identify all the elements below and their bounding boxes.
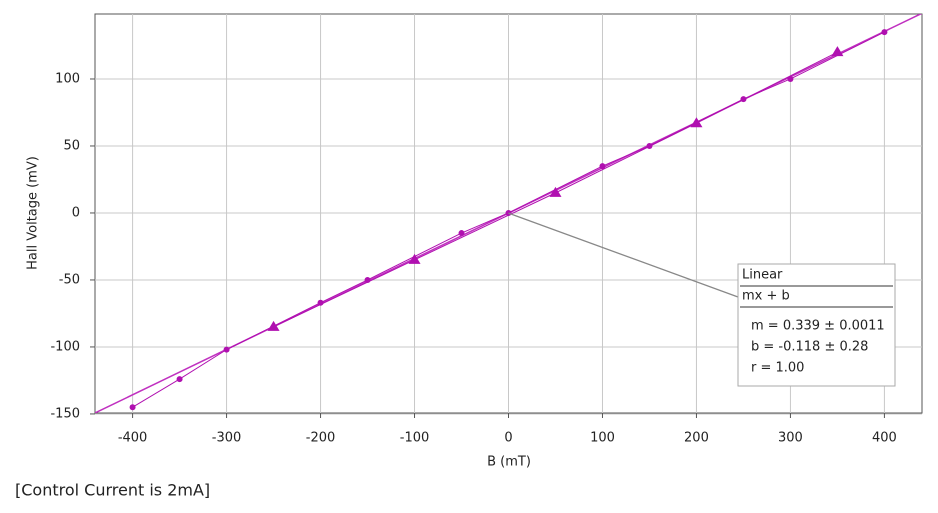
x-tick-label: 0 (504, 431, 512, 446)
marker (881, 29, 888, 36)
fit-equation: mx + b (742, 289, 790, 304)
y-tick-label: 50 (63, 138, 80, 153)
x-tick-label: -300 (212, 431, 242, 446)
marker (408, 253, 421, 264)
y-tick-label: 0 (72, 205, 80, 220)
fit-m: m = 0.339 ± 0.0011 (751, 319, 885, 334)
marker (223, 346, 230, 353)
callout-line (508, 212, 739, 298)
x-tick-label: 400 (872, 431, 897, 446)
x-tick-label: -400 (118, 431, 148, 446)
x-tick-label: -200 (306, 431, 336, 446)
marker (599, 163, 606, 170)
x-tick-label: -100 (400, 431, 430, 446)
y-tick-label: -150 (50, 406, 80, 421)
y-axis-label: Hall Voltage (mV) (26, 156, 41, 270)
x-tick-label: 200 (684, 431, 709, 446)
fit-box (737, 263, 896, 387)
marker (267, 320, 280, 331)
x-tick-label: 100 (590, 431, 615, 446)
y-tick-label: -50 (59, 272, 80, 287)
y-tick-label: -100 (50, 339, 80, 354)
x-tick-label: 300 (778, 431, 803, 446)
marker (787, 75, 794, 82)
marker (690, 117, 703, 128)
marker (458, 230, 465, 237)
fit-r: r = 1.00 (751, 361, 804, 376)
fit-title: Linear (742, 268, 783, 283)
y-tick-label: 100 (55, 71, 80, 86)
footnote: [Control Current is 2mA] (15, 481, 210, 500)
marker (831, 46, 844, 57)
marker (176, 376, 183, 383)
marker (549, 186, 562, 197)
fit-b: b = -0.118 ± 0.28 (751, 340, 868, 355)
marker (129, 404, 136, 411)
x-axis-label: B (mT) (487, 455, 531, 470)
